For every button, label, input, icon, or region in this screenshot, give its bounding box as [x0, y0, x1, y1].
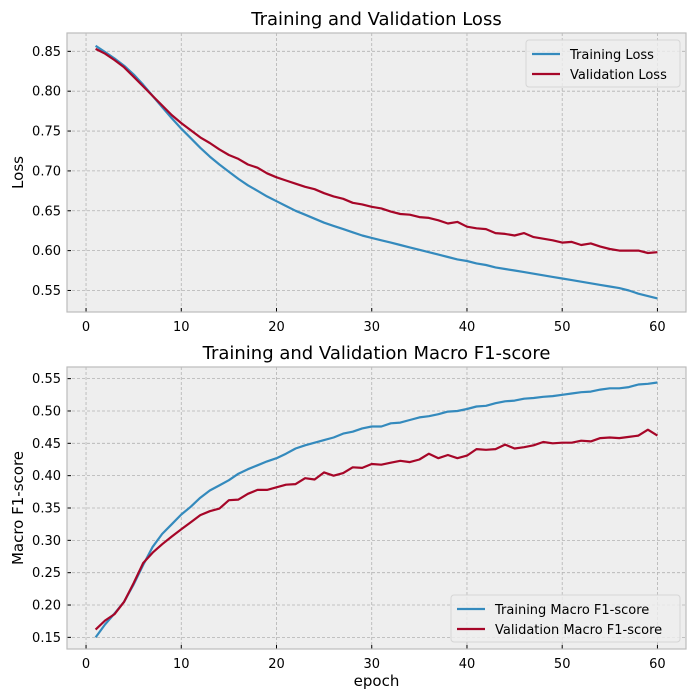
y-tick-label: 0.20: [32, 599, 61, 614]
x-tick-label: 10: [173, 320, 190, 335]
series-line-validation: [94, 428, 658, 631]
x-tick-label: 20: [268, 320, 285, 335]
subplot-2: 0 10 20 30 40 50 60 0.15 0.20 0.25 0.30 0.35 0.40 0.4…: [9, 343, 687, 690]
x-tick-label: 30: [363, 320, 380, 335]
axes-frame: [66, 366, 687, 650]
x-tick-label: 0: [82, 657, 90, 672]
x-tick-label: 0: [82, 320, 90, 335]
legend-label: Training Macro F1-score: [494, 603, 649, 618]
y-tick-label: 0.35: [32, 502, 61, 517]
series-line-training: [94, 44, 658, 300]
x-axis-label: epoch: [354, 672, 400, 690]
y-tick-label: 0.80: [32, 85, 61, 100]
legend-label: Training Loss: [569, 48, 654, 63]
legend: Training Macro F1-score Validation Macro …: [450, 594, 681, 643]
chart-title: Training and Validation Loss: [250, 9, 501, 30]
legend-label: Validation Macro F1-score: [495, 623, 662, 638]
y-tick-label: 0.65: [32, 204, 61, 219]
x-tick-label: 30: [363, 657, 380, 672]
y-tick-label: 0.15: [32, 631, 61, 646]
y-tick-label: 0.30: [32, 534, 61, 549]
x-tick-label: 10: [173, 657, 190, 672]
y-tick-label: 0.40: [32, 469, 61, 484]
series-line-training: [94, 381, 658, 639]
y-tick-label: 0.75: [32, 125, 61, 140]
y-tick-label: 0.60: [32, 244, 61, 259]
y-tick-label: 0.55: [32, 284, 61, 299]
y-tick-label: 0.70: [32, 164, 61, 179]
x-tick-label: 60: [649, 657, 666, 672]
x-tick-label: 50: [554, 320, 571, 335]
axes-frame: [66, 32, 687, 313]
legend-label: Validation Loss: [570, 68, 667, 83]
legend-box: [525, 39, 681, 88]
y-tick-label: 0.85: [32, 45, 61, 60]
subplot-1: 0 10 20 30 40 50 60 0.55 0.60 0.65 0.70 0.75 0.80 0.8…: [9, 9, 687, 335]
x-tick-label: 60: [649, 320, 666, 335]
x-tick-label: 40: [459, 657, 476, 672]
series-line-validation: [95, 47, 658, 255]
legend-box: [450, 594, 681, 643]
x-tick-label: 20: [268, 657, 285, 672]
y-axis-label: Macro F1-score: [9, 451, 27, 565]
y-axis-label: Loss: [9, 156, 27, 189]
y-tick-label: 0.45: [32, 437, 61, 452]
legend: Training Loss Validation Loss: [525, 39, 681, 88]
chart-title: Training and Validation Macro F1-score: [202, 343, 551, 364]
x-tick-label: 40: [459, 320, 476, 335]
y-tick-label: 0.55: [32, 372, 61, 387]
x-tick-label: 50: [554, 657, 571, 672]
y-tick-label: 0.50: [32, 404, 61, 419]
y-tick-label: 0.25: [32, 566, 61, 581]
